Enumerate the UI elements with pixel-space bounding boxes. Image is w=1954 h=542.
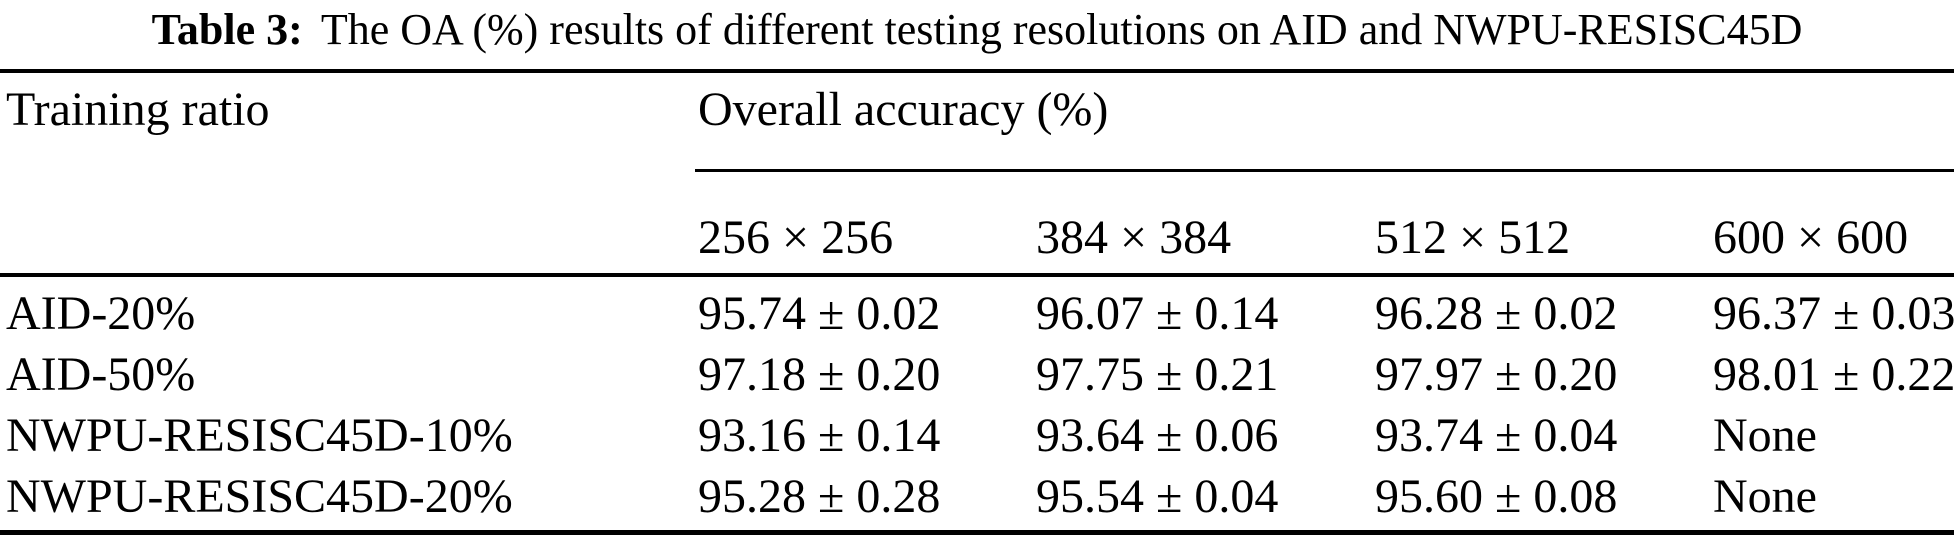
cell-aid-50-600: 98.01 ± 0.22 bbox=[1713, 348, 1954, 401]
cell-nwpu-20-384: 95.54 ± 0.04 bbox=[1036, 470, 1279, 523]
cell-aid-50-256: 97.18 ± 0.20 bbox=[698, 348, 941, 401]
column-group-header-overall-accuracy: Overall accuracy (%) bbox=[698, 83, 1109, 136]
header-rule bbox=[0, 273, 1954, 277]
cell-aid-20-512: 96.28 ± 0.02 bbox=[1375, 287, 1618, 340]
column-header-training-ratio: Training ratio bbox=[6, 83, 270, 136]
caption-text: The OA (%) results of different testing … bbox=[320, 5, 1803, 54]
cell-nwpu-10-256: 93.16 ± 0.14 bbox=[698, 409, 941, 462]
cell-nwpu-20-600: None bbox=[1713, 470, 1817, 523]
top-rule bbox=[0, 69, 1954, 73]
table-caption: Table 3: The OA (%) results of different … bbox=[0, 2, 1954, 58]
cell-aid-20-256: 95.74 ± 0.02 bbox=[698, 287, 941, 340]
cell-aid-20-384: 96.07 ± 0.14 bbox=[1036, 287, 1279, 340]
cell-aid-50-512: 97.97 ± 0.20 bbox=[1375, 348, 1618, 401]
cell-nwpu-10-512: 93.74 ± 0.04 bbox=[1375, 409, 1618, 462]
cell-nwpu-10-600: None bbox=[1713, 409, 1817, 462]
bottom-rule bbox=[0, 530, 1954, 535]
row-label-aid-20: AID-20% bbox=[6, 287, 196, 340]
row-label-aid-50: AID-50% bbox=[6, 348, 196, 401]
cell-nwpu-20-256: 95.28 ± 0.28 bbox=[698, 470, 941, 523]
cell-nwpu-20-512: 95.60 ± 0.08 bbox=[1375, 470, 1618, 523]
group-header-underline-rule bbox=[695, 169, 1954, 172]
column-header-512x512: 512 × 512 bbox=[1375, 211, 1571, 264]
cell-nwpu-10-384: 93.64 ± 0.06 bbox=[1036, 409, 1279, 462]
caption-label: Table 3: bbox=[151, 5, 303, 54]
cell-aid-50-384: 97.75 ± 0.21 bbox=[1036, 348, 1279, 401]
row-label-nwpu-10: NWPU-RESISC45D-10% bbox=[6, 409, 513, 462]
column-header-384x384: 384 × 384 bbox=[1036, 211, 1232, 264]
row-label-nwpu-20: NWPU-RESISC45D-20% bbox=[6, 470, 513, 523]
column-header-600x600: 600 × 600 bbox=[1713, 211, 1909, 264]
column-header-256x256: 256 × 256 bbox=[698, 211, 894, 264]
cell-aid-20-600: 96.37 ± 0.03 bbox=[1713, 287, 1954, 340]
